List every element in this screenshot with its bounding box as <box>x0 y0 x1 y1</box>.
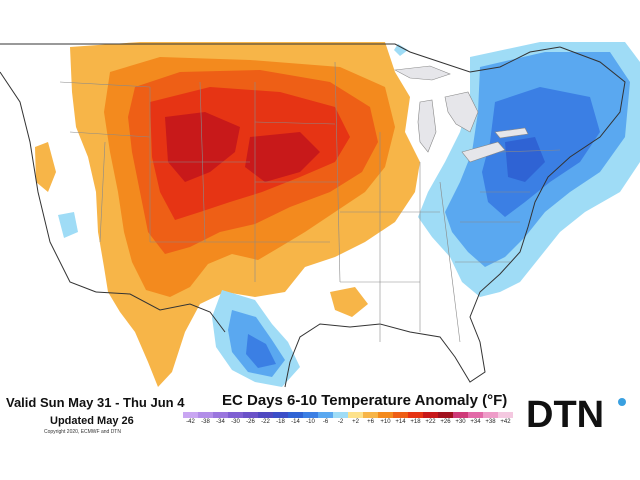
legend-label: +18 <box>410 419 421 425</box>
legend-label: +14 <box>395 419 406 425</box>
copyright-notice: Copyright 2020, ECMWF and DTN <box>44 429 121 435</box>
legend-label: +6 <box>367 419 374 425</box>
logo-dot-icon <box>618 398 626 406</box>
legend-label: +2 <box>352 419 359 425</box>
legend-footer: Valid Sun May 31 - Thu Jun 4 Updated May… <box>0 388 640 440</box>
legend-label: +38 <box>485 419 496 425</box>
legend-label: +42 <box>500 419 511 425</box>
legend-swatch <box>243 412 258 418</box>
legend-swatch <box>483 412 498 418</box>
state-borders <box>59 61 561 343</box>
legend-label: -18 <box>276 419 285 425</box>
legend-swatch <box>333 412 348 418</box>
legend-swatch <box>393 412 408 418</box>
valid-period: Valid Sun May 31 - Thu Jun 4 <box>6 395 185 410</box>
legend-swatch <box>408 412 423 418</box>
legend-label: -2 <box>337 419 344 425</box>
legend-label: -22 <box>261 419 270 425</box>
legend-label: -6 <box>322 419 329 425</box>
dtn-logo: DTN <box>526 394 626 434</box>
legend-swatch <box>273 412 288 418</box>
legend-label: +34 <box>470 419 481 425</box>
color-legend: -42 -38 -34 -30 -26 -22 -18 -14 -10 -6 -2 +2 +6 +10 +1… <box>183 412 513 430</box>
legend-label: -14 <box>291 419 300 425</box>
legend-label: +10 <box>380 419 391 425</box>
legend-swatch <box>228 412 243 418</box>
legend-label: +26 <box>440 419 451 425</box>
legend-label: +22 <box>425 419 436 425</box>
legend-label: -38 <box>201 419 210 425</box>
temperature-anomaly-map <box>0 42 640 392</box>
legend-label: +30 <box>455 419 466 425</box>
legend-swatch <box>303 412 318 418</box>
legend-label: -30 <box>231 419 240 425</box>
legend-color-bar <box>183 412 513 418</box>
great-lakes <box>394 65 529 163</box>
legend-swatch <box>453 412 468 418</box>
warm-anomaly-region <box>35 42 420 387</box>
legend-swatch <box>363 412 378 418</box>
legend-swatch <box>288 412 303 418</box>
legend-swatch <box>258 412 273 418</box>
legend-swatch <box>378 412 393 418</box>
legend-swatch <box>348 412 363 418</box>
legend-swatch <box>468 412 483 418</box>
legend-labels: -42 -38 -34 -30 -26 -22 -18 -14 -10 -6 -2 +2 +6 +10 +1… <box>183 419 513 429</box>
legend-label: -42 <box>186 419 195 425</box>
logo-text: DTN <box>526 394 604 434</box>
legend-swatch <box>318 412 333 418</box>
legend-swatch <box>498 412 513 418</box>
legend-label: -34 <box>216 419 225 425</box>
country-borders <box>0 43 626 388</box>
legend-swatch <box>438 412 453 418</box>
legend-swatch <box>213 412 228 418</box>
legend-swatch <box>183 412 198 418</box>
map-title: EC Days 6-10 Temperature Anomaly (°F) <box>222 392 508 409</box>
legend-label: -26 <box>246 419 255 425</box>
legend-swatch <box>198 412 213 418</box>
legend-swatch <box>423 412 438 418</box>
updated-date: Updated May 26 <box>50 415 134 427</box>
legend-label: -10 <box>306 419 315 425</box>
